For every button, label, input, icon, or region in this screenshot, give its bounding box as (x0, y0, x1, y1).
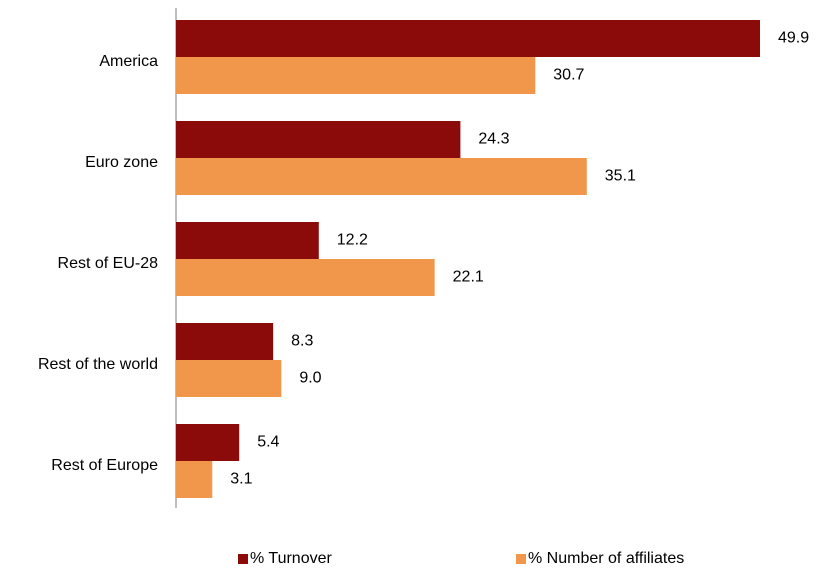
data-label: 22.1 (453, 269, 484, 286)
legend-swatch (516, 554, 526, 564)
data-label: 30.7 (553, 67, 584, 84)
legend-label: % Number of affiliates (528, 550, 684, 567)
turnover-bar (176, 222, 319, 259)
category-label: Euro zone (85, 154, 158, 171)
turnover-bar (176, 424, 240, 461)
affiliates-bar (176, 360, 282, 397)
affiliates-bar (176, 57, 536, 94)
legend-label: % Turnover (250, 550, 332, 567)
affiliates-bar (176, 158, 587, 195)
turnover-bar (176, 323, 274, 360)
turnover-bar (176, 121, 461, 158)
data-label: 12.2 (337, 232, 368, 249)
affiliates-bar (176, 259, 435, 296)
data-label: 5.4 (257, 434, 279, 451)
category-label: America (99, 53, 158, 70)
data-label: 24.3 (478, 131, 509, 148)
category-label: Rest of the world (38, 356, 158, 373)
legend-swatch (238, 554, 248, 564)
category-label: Rest of Europe (51, 457, 158, 474)
category-label: Rest of EU-28 (58, 255, 159, 272)
affiliates-bar (176, 461, 213, 498)
data-label: 35.1 (605, 168, 636, 185)
data-label: 8.3 (291, 333, 313, 350)
data-label: 9.0 (299, 370, 321, 387)
data-label: 3.1 (230, 471, 252, 488)
turnover-bar (176, 20, 760, 57)
data-label: 49.9 (778, 30, 809, 47)
